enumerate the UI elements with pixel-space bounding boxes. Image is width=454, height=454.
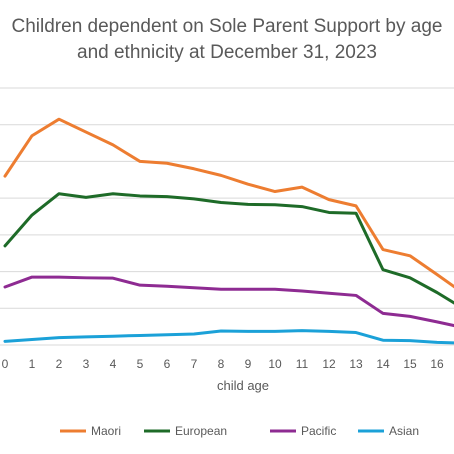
legend-label-asian: Asian (389, 424, 419, 438)
x-tick-label: 5 (137, 357, 144, 371)
series-line-european (3, 192, 454, 305)
series-line-maori (3, 117, 454, 289)
x-tick-label: 4 (110, 357, 117, 371)
x-tick-label: 12 (322, 357, 336, 371)
x-tick-label: 8 (218, 357, 225, 371)
x-tick-label: 0 (2, 357, 9, 371)
x-tick-label: 3 (83, 357, 90, 371)
x-tick-label: 13 (349, 357, 363, 371)
x-tick-label: 7 (191, 357, 198, 371)
x-axis-label: child age (217, 378, 269, 393)
x-tick-label: 15 (403, 357, 417, 371)
series-line-pacific (3, 275, 454, 328)
x-tick-label: 2 (56, 357, 63, 371)
x-tick-label: 1 (29, 357, 36, 371)
series-lines (3, 117, 454, 345)
x-tick-label: 6 (164, 357, 171, 371)
chart-title: Children dependent on Sole Parent Suppor… (0, 14, 454, 66)
gridlines (0, 87, 454, 346)
legend: Maori European Pacific Asian (60, 424, 419, 438)
x-tick-label: 10 (268, 357, 282, 371)
x-tick-label: 16 (430, 357, 444, 371)
legend-label-pacific: Pacific (301, 424, 336, 438)
x-tick-label: 9 (245, 357, 252, 371)
chart-title-line-1: Children dependent on Sole Parent Suppor… (11, 16, 443, 37)
x-axis-tick-labels: 0 1 2 3 4 5 6 7 8 9 10 11 12 13 14 15 16 (2, 357, 444, 371)
chart-title-line-2: and ethnicity at December 31, 2023 (77, 42, 377, 63)
x-tick-label: 11 (296, 357, 309, 371)
legend-label-european: European (175, 424, 227, 438)
legend-label-maori: Maori (91, 424, 121, 438)
x-tick-label: 14 (376, 357, 390, 371)
series-line-asian (3, 329, 454, 345)
